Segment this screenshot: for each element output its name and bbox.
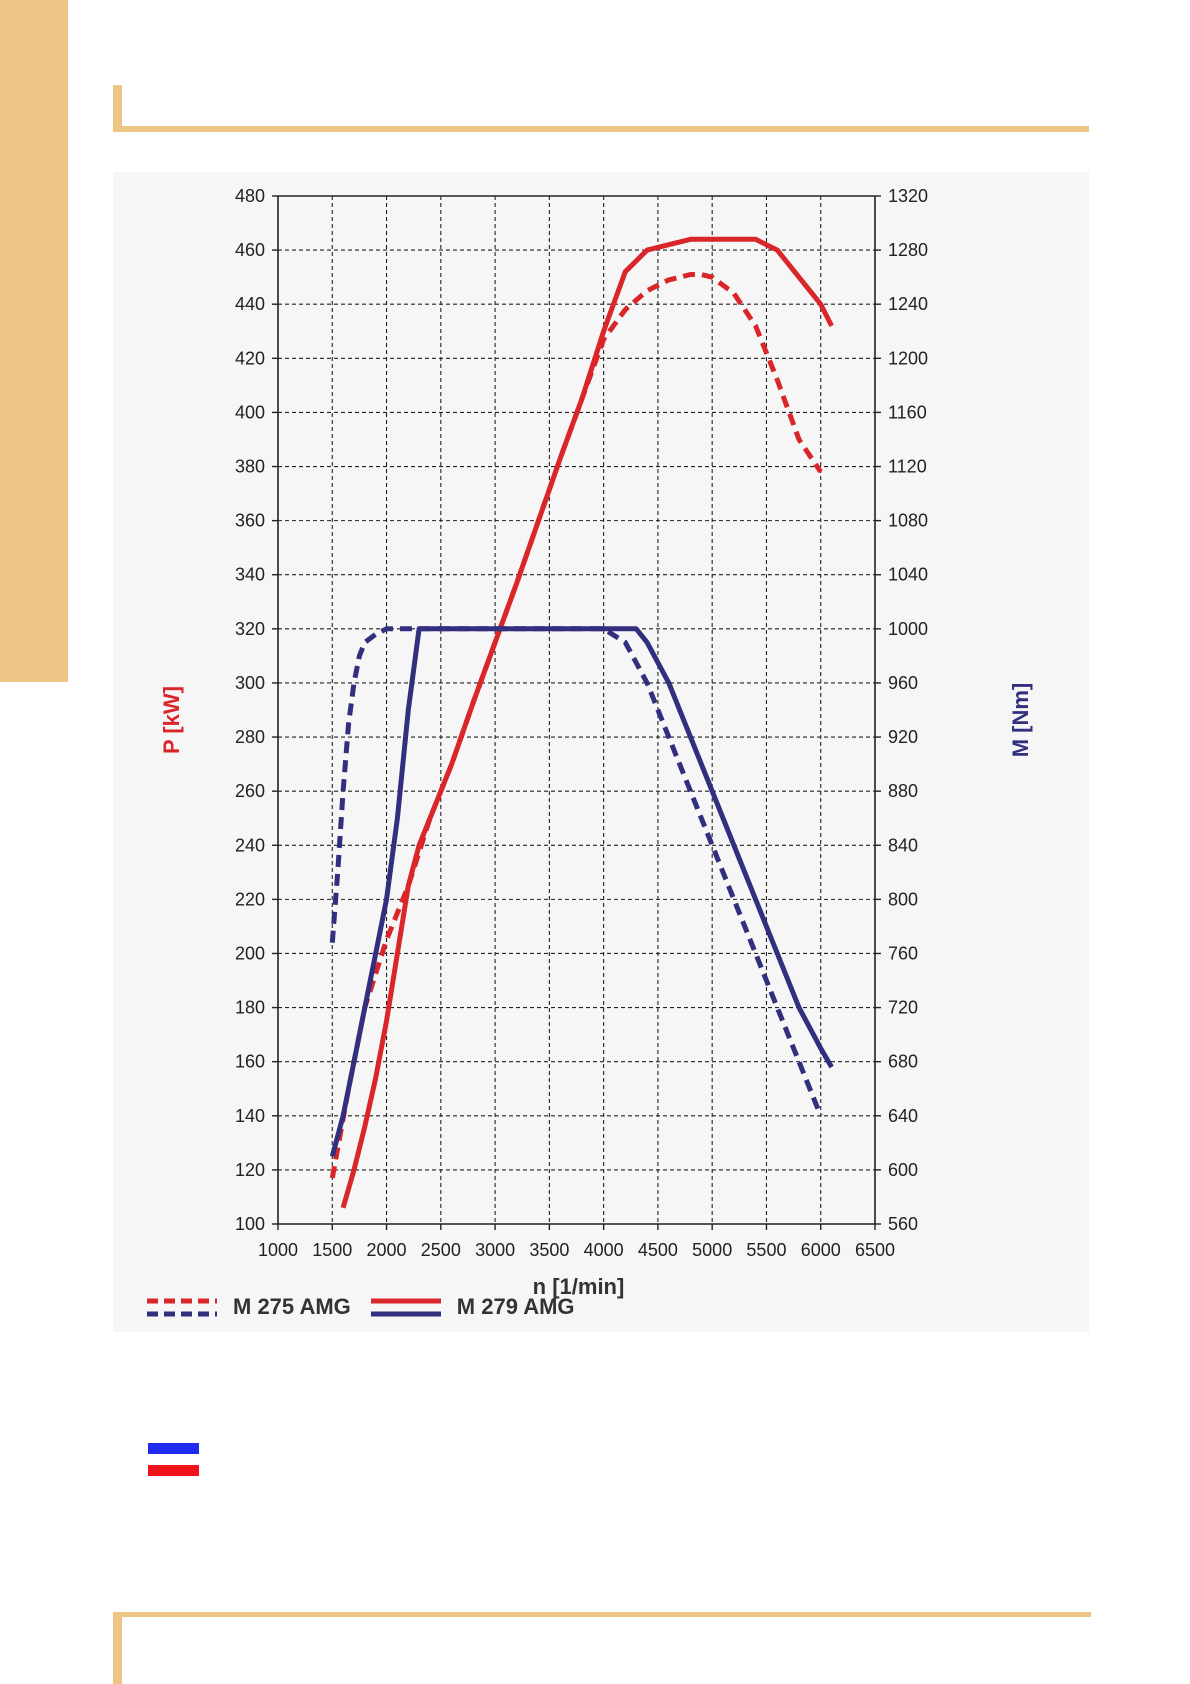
- grid: [278, 196, 875, 1224]
- y-tick-label-left: 260: [235, 781, 265, 801]
- y-tick-label-right: 960: [888, 673, 918, 693]
- legend-swatch-dashed: [145, 1294, 219, 1320]
- x-tick-label: 5000: [692, 1240, 732, 1260]
- series: [329, 236, 834, 1209]
- chart-panel: 100 560 120 600 140 640 160 680 180 720 200 760 220 8…: [113, 172, 1089, 1332]
- y-tick-label-left: 480: [235, 186, 265, 206]
- footer-rule-vertical: [113, 1612, 122, 1684]
- y-tick-label-left: 280: [235, 727, 265, 747]
- y-tick-label-left: 360: [235, 511, 265, 531]
- y-tick-label-left: 320: [235, 619, 265, 639]
- x-tick-label: 6500: [855, 1240, 895, 1260]
- x-tick-label: 4000: [584, 1240, 624, 1260]
- header-rule-vertical: [113, 85, 122, 132]
- x-tick-label: 2500: [421, 1240, 461, 1260]
- y-tick-label-left: 300: [235, 673, 265, 693]
- flag-icon: [148, 1443, 199, 1476]
- y-tick-label-right: 1320: [888, 186, 928, 206]
- flag-stripe-blue: [148, 1443, 199, 1454]
- y-tick-label-left: 220: [235, 889, 265, 909]
- y-tick-label-right: 1000: [888, 619, 928, 639]
- side-accent-band: [0, 0, 68, 682]
- x-tick-label: 4500: [638, 1240, 678, 1260]
- y-tick-label-right: 840: [888, 835, 918, 855]
- legend-label-m275: M 275 AMG: [233, 1294, 351, 1319]
- y-tick-label-left: 380: [235, 457, 265, 477]
- y-tick-label-left: 440: [235, 294, 265, 314]
- x-tick-label: 1000: [258, 1240, 298, 1260]
- x-tick-label: 2000: [367, 1240, 407, 1260]
- y-tick-label-left: 420: [235, 348, 265, 368]
- x-tick-label: 5500: [746, 1240, 786, 1260]
- y-tick-label-left: 240: [235, 835, 265, 855]
- legend-swatch-solid: [369, 1294, 443, 1320]
- y-tick-label-right: 1080: [888, 511, 928, 531]
- x-axis-title: n [1/min]: [533, 1274, 625, 1299]
- y-axis-title-right: M [Nm]: [1008, 683, 1033, 758]
- footer-rule: [113, 1612, 1091, 1617]
- legend: M 275 AMG M 279 AMG: [145, 1287, 593, 1327]
- y-axis-title-left: P [kW]: [159, 686, 184, 754]
- x-tick-label: 3500: [529, 1240, 569, 1260]
- y-tick-label-right: 600: [888, 1160, 918, 1180]
- y-tick-label-left: 180: [235, 998, 265, 1018]
- y-tick-label-left: 460: [235, 240, 265, 260]
- y-tick-label-right: 880: [888, 781, 918, 801]
- axis-labels: 100 560 120 600 140 640 160 680 180 720 200 760 220 8…: [159, 186, 1033, 1299]
- x-tick-label: 6000: [801, 1240, 841, 1260]
- axes: [272, 195, 881, 1230]
- y-tick-label-left: 400: [235, 402, 265, 422]
- y-tick-label-right: 640: [888, 1106, 918, 1126]
- y-tick-label-left: 340: [235, 565, 265, 585]
- y-tick-label-left: 140: [235, 1106, 265, 1126]
- y-tick-label-left: 100: [235, 1214, 265, 1234]
- flag-stripe-red: [148, 1465, 199, 1476]
- legend-label-m279: M 279 AMG: [456, 1294, 575, 1319]
- y-tick-label-right: 800: [888, 889, 918, 909]
- y-tick-label-left: 160: [235, 1052, 265, 1072]
- y-tick-label-right: 1240: [888, 294, 928, 314]
- y-tick-label-right: 1160: [888, 402, 927, 422]
- y-tick-label-right: 1040: [888, 565, 928, 585]
- x-tick-label: 1500: [312, 1240, 352, 1260]
- y-tick-label-right: 1200: [888, 348, 928, 368]
- y-tick-label-right: 720: [888, 998, 918, 1018]
- y-tick-label-right: 760: [888, 943, 918, 963]
- series-m275-torque: [329, 626, 824, 1117]
- y-tick-label-right: 1120: [888, 457, 927, 477]
- x-tick-label: 3000: [475, 1240, 515, 1260]
- power-torque-chart: 100 560 120 600 140 640 160 680 180 720 200 760 220 8…: [159, 186, 1033, 1299]
- y-tick-label-right: 560: [888, 1214, 918, 1234]
- header-rule: [113, 126, 1089, 132]
- y-tick-label-right: 1280: [888, 240, 928, 260]
- series-m279-power: [340, 236, 834, 1209]
- y-tick-label-right: 680: [888, 1052, 918, 1072]
- y-tick-label-left: 120: [235, 1160, 265, 1180]
- series-m279-torque: [329, 626, 834, 1158]
- y-tick-label-right: 920: [888, 727, 918, 747]
- y-tick-label-left: 200: [235, 943, 265, 963]
